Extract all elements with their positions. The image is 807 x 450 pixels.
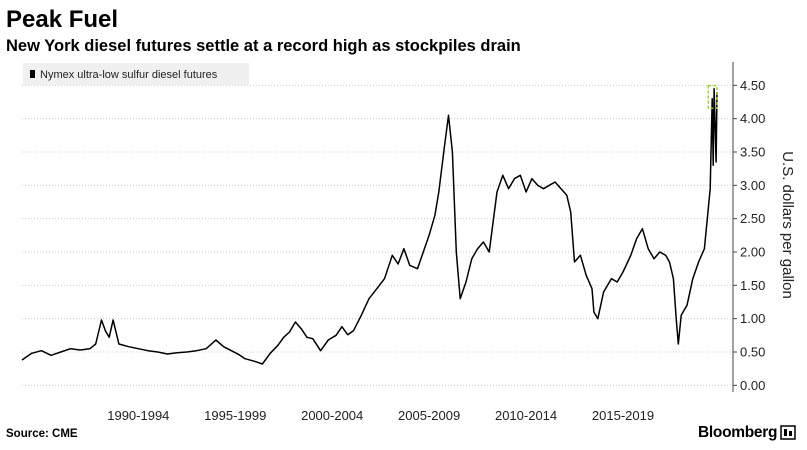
bloomberg-mark-icon (780, 425, 796, 440)
legend-swatch (30, 70, 35, 78)
y-tick-label: 2.00 (740, 245, 765, 260)
y-tick-label: 0.50 (740, 345, 765, 360)
chart-title: Peak Fuel (6, 6, 119, 33)
x-tick-label: 1990-1994 (107, 408, 169, 423)
legend-label: Nymex ultra-low sulfur diesel futures (40, 69, 218, 81)
y-tick-label: 4.00 (740, 111, 765, 126)
x-tick-label: 2015-2019 (592, 408, 654, 423)
bloomberg-logo: Bloomberg (698, 424, 778, 441)
y-tick-label: 3.00 (740, 178, 765, 193)
y-tick-label: 4.50 (740, 78, 765, 93)
x-tick-label: 1995-1999 (204, 408, 266, 423)
series-line-diesel-futures (21, 87, 718, 365)
y-tick-label: 1.00 (740, 311, 765, 326)
y-tick-label: 2.50 (740, 211, 765, 226)
grid-layer (22, 84, 733, 386)
y-tick-label: 1.50 (740, 278, 765, 293)
chart-subtitle: New York diesel futures settle at a reco… (6, 37, 521, 55)
x-tick-label: 2010-2014 (495, 408, 557, 423)
x-tick-label: 2000-2004 (301, 408, 363, 423)
y-axis-ticks: 0.00 0.50 1.00 1.50 2.00 2.50 3.00 3.50 4.00 4.50 (733, 78, 765, 393)
x-tick-label: 2005-2009 (398, 408, 460, 423)
y-tick-label: 3.50 (740, 145, 765, 160)
x-axis-ticks: 1990-1994 1995-1999 2000-2004 2005-2009 2010… (107, 408, 654, 423)
legend-box (23, 63, 249, 85)
y-tick-label: 0.00 (740, 378, 765, 393)
source-note: Source: CME (6, 428, 78, 440)
y-axis-title: U.S. dollars per gallon (779, 151, 796, 299)
record-high-highlight (707, 84, 718, 110)
